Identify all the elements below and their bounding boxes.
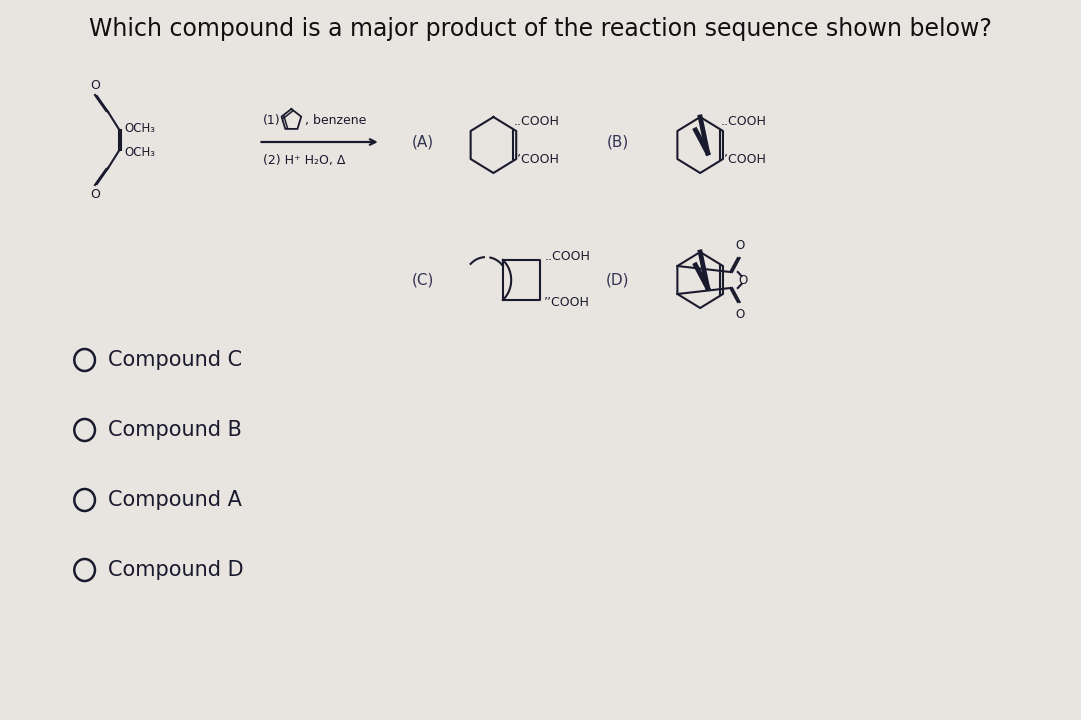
Text: ..COOH: ..COOH — [515, 114, 560, 127]
Text: Compound D: Compound D — [108, 560, 243, 580]
Text: (B): (B) — [606, 135, 629, 150]
Text: ’’COOH: ’’COOH — [544, 295, 590, 308]
Text: ’’COOH: ’’COOH — [515, 153, 560, 166]
Text: O: O — [738, 274, 748, 287]
Text: O: O — [735, 308, 745, 321]
Text: O: O — [735, 239, 745, 252]
Text: OCH₃: OCH₃ — [124, 122, 155, 135]
Text: ..COOH: ..COOH — [544, 250, 590, 263]
Text: Compound B: Compound B — [108, 420, 242, 440]
Text: , benzene: , benzene — [306, 114, 366, 127]
Text: (2) H⁺ H₂O, Δ: (2) H⁺ H₂O, Δ — [263, 153, 346, 166]
Text: O: O — [90, 188, 99, 201]
Text: Compound A: Compound A — [108, 490, 242, 510]
Text: OCH₃: OCH₃ — [124, 145, 155, 158]
Text: ..COOH: ..COOH — [721, 114, 766, 127]
Text: (1): (1) — [263, 114, 281, 127]
Text: Compound C: Compound C — [108, 350, 242, 370]
Text: O: O — [90, 79, 99, 92]
Text: ’’COOH: ’’COOH — [721, 153, 766, 166]
Text: (A): (A) — [412, 135, 433, 150]
Text: Which compound is a major product of the reaction sequence shown below?: Which compound is a major product of the… — [89, 17, 992, 41]
Text: (D): (D) — [605, 272, 629, 287]
Text: (C): (C) — [412, 272, 435, 287]
